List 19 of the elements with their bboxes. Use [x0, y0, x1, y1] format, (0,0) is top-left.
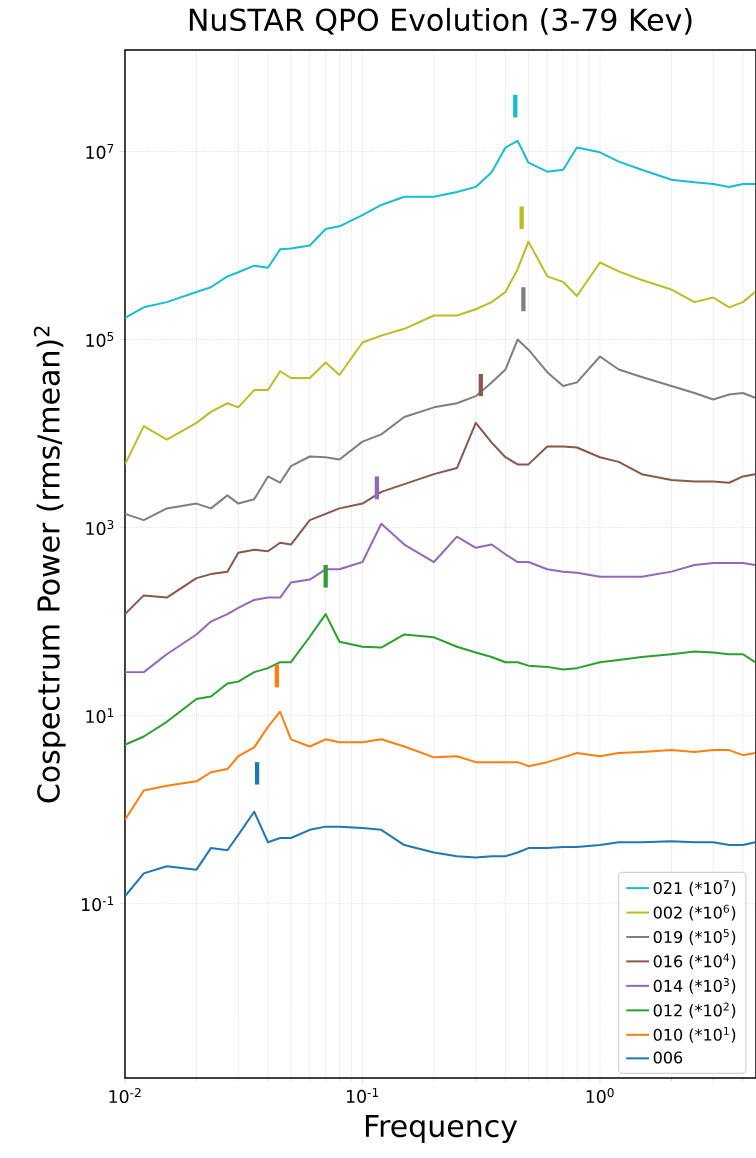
- y-tick-label: 10$^{7}$: [86, 144, 114, 159]
- y-tick-label: 10$^{1}$: [86, 708, 114, 724]
- legend-label: 021 (*10$^{7}$): [653, 880, 736, 897]
- legend-label: 014 (*10$^{3}$): [653, 977, 736, 994]
- legend-label: 010 (*10$^{1}$): [653, 1027, 736, 1043]
- legend-label: 019 (*10$^{5}$): [653, 929, 736, 945]
- x-tick-label: 10$^{-2}$: [109, 1088, 141, 1104]
- x-tick-label: 10$^{0}$: [586, 1088, 614, 1104]
- legend-label: 016 (*10$^{4}$): [653, 953, 736, 970]
- y-tick-label: 10$^{-1}$: [82, 896, 114, 912]
- legend-label: 006: [653, 1051, 683, 1064]
- y-tick-label: 10$^{5}$: [86, 332, 114, 347]
- legend-label: 002 (*10$^{6}$): [653, 904, 736, 921]
- legend-label: 012 (*10$^{2}$): [653, 1002, 736, 1019]
- y-tick-label: 10$^{3}$: [86, 520, 114, 536]
- x-axis-title: Frequency: [365, 1114, 518, 1144]
- y-axis-title: Cospectrum Power (rms/mean)$^{2}$: [33, 326, 66, 803]
- x-tick-label: 10$^{-1}$: [346, 1088, 379, 1103]
- chart-title: NuSTAR QPO Evolution (3-79 Kev): [189, 7, 692, 35]
